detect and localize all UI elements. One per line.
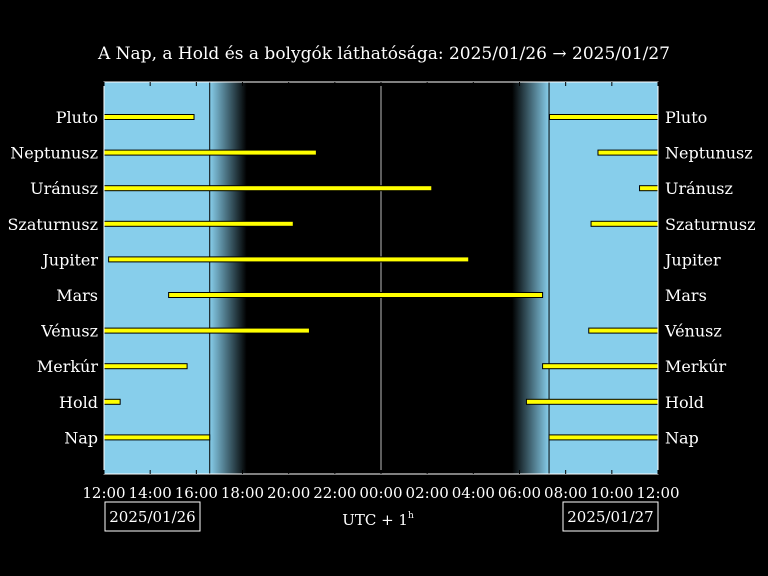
y-label-left: Uránusz — [30, 179, 98, 198]
dusk-twilight — [209, 82, 247, 474]
date-left-box — [104, 501, 201, 532]
y-axis-labels: Pluto Pluto Neptunusz Neptunusz Uránusz Uránu… — [7, 108, 755, 447]
visibility-bar — [103, 114, 195, 120]
visibility-bar — [590, 220, 659, 227]
y-label-right: Hold — [665, 393, 704, 412]
x-tick-label: 10:00 — [590, 484, 633, 502]
date-left-label: 2025/01/26 — [109, 508, 195, 526]
x-tick-label: 12:00 — [82, 484, 125, 502]
x-tick-label: 20:00 — [267, 484, 310, 502]
visibility-bar — [168, 292, 544, 298]
visibility-bar — [597, 149, 659, 156]
date-right-box — [562, 501, 659, 532]
y-label-left: Neptunusz — [10, 144, 98, 163]
y-label-left: Mars — [56, 286, 98, 305]
visibility-bar — [103, 185, 433, 192]
visibility-bar — [108, 256, 470, 263]
chart-title: A Nap, a Hold és a bolygók láthatósága: … — [97, 44, 670, 64]
visibility-bar — [588, 327, 659, 334]
date-right-label: 2025/01/27 — [567, 508, 653, 526]
visibility-bar — [548, 434, 659, 441]
y-label-left: Pluto — [56, 108, 98, 127]
y-label-left: Szaturnusz — [7, 215, 98, 234]
x-tick-label: 12:00 — [636, 484, 679, 502]
day-region-right — [549, 82, 658, 474]
y-label-left: Merkúr — [37, 357, 99, 376]
day-region-left — [104, 82, 210, 474]
x-axis-label-main: UTC + 1 — [342, 511, 408, 529]
plot-background — [104, 82, 658, 474]
x-tick-label: 08:00 — [544, 484, 587, 502]
visibility-bar — [549, 114, 659, 120]
x-tick-label: 18:00 — [221, 484, 264, 502]
x-axis-label-sup: h — [408, 511, 414, 521]
y-label-right: Vénusz — [664, 322, 722, 341]
visibility-bar — [542, 363, 659, 370]
x-axis-label: UTC + 1h — [342, 511, 414, 529]
x-tick-label: 22:00 — [313, 484, 356, 502]
x-axis-ticks: 12:00 14:00 16:00 18:00 20:00 22:00 00:00 02:00… — [82, 82, 680, 502]
y-label-right: Jupiter — [663, 250, 721, 269]
y-label-right: Mars — [665, 286, 707, 305]
y-label-right: Merkúr — [665, 357, 727, 376]
dawn-twilight — [512, 82, 550, 474]
visibility-bars — [103, 114, 659, 441]
y-label-right: Szaturnusz — [665, 215, 756, 234]
visibility-bar — [103, 398, 121, 405]
y-label-left: Nap — [64, 428, 98, 447]
y-label-right: Uránusz — [665, 179, 733, 198]
y-label-left: Hold — [59, 393, 98, 412]
x-tick-label: 14:00 — [129, 484, 172, 502]
visibility-bar — [525, 398, 659, 405]
x-tick-label: 04:00 — [452, 484, 495, 502]
y-label-left: Jupiter — [40, 250, 98, 269]
visibility-bar — [103, 434, 211, 441]
y-label-right: Pluto — [665, 108, 707, 127]
visibility-bar — [103, 149, 317, 156]
y-label-right: Neptunusz — [665, 144, 753, 163]
y-label-right: Nap — [665, 428, 699, 447]
visibility-bar — [103, 363, 188, 370]
y-label-left: Vénusz — [40, 322, 98, 341]
x-tick-label: 00:00 — [359, 484, 402, 502]
visibility-bar — [103, 220, 294, 227]
visibility-bar — [103, 327, 310, 334]
x-tick-label: 16:00 — [175, 484, 218, 502]
x-tick-label: 06:00 — [498, 484, 541, 502]
visibility-bar — [639, 185, 659, 192]
x-tick-label: 02:00 — [406, 484, 449, 502]
